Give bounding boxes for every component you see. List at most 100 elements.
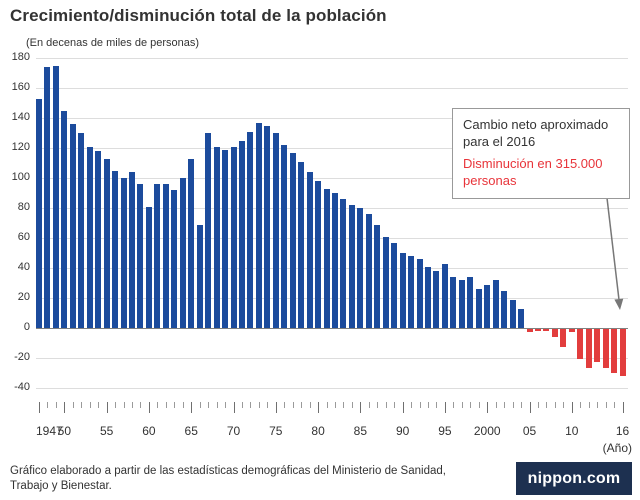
gridline	[36, 118, 628, 119]
plot-area	[36, 58, 628, 389]
bar-1991	[408, 256, 415, 328]
annotation-highlight-text: Disminución en 315.000 personas	[463, 155, 603, 188]
x-axis-tick	[563, 402, 565, 408]
bar-2008	[551, 329, 558, 337]
y-axis-tick-label: 120	[11, 141, 30, 153]
x-axis-label: 75	[269, 424, 283, 438]
x-axis-tick	[89, 402, 91, 408]
x-axis-tick	[284, 402, 286, 408]
bar-1955	[103, 158, 110, 328]
bar-2010	[568, 329, 575, 332]
bar-1982	[332, 193, 338, 328]
gridline	[36, 358, 628, 359]
x-axis-tick	[402, 402, 404, 413]
chart-title: Crecimiento/disminución total de la pobl…	[10, 6, 387, 25]
x-axis-tick	[199, 402, 201, 408]
bar-1958	[129, 172, 136, 328]
x-axis-tick	[377, 402, 379, 408]
bar-1949	[52, 65, 59, 328]
gridline	[36, 88, 628, 89]
x-axis-tick	[39, 402, 40, 413]
x-axis-tick	[225, 402, 227, 408]
x-axis-tick	[174, 402, 176, 408]
x-axis-tick	[588, 402, 590, 408]
bar-2015	[611, 329, 618, 373]
bar-1954	[95, 151, 102, 328]
bar-1963	[171, 190, 178, 328]
bar-1961	[154, 184, 161, 328]
bar-1980	[315, 181, 322, 328]
x-axis-tick	[216, 402, 218, 408]
bar-1972	[247, 131, 254, 328]
bar-1974	[264, 125, 271, 328]
x-axis-tick	[580, 402, 582, 408]
bar-1964	[179, 178, 186, 328]
bar-1962	[162, 184, 169, 328]
x-axis-label: 95	[438, 424, 452, 438]
x-axis-tick	[98, 402, 100, 408]
x-axis-tick	[182, 402, 184, 408]
x-axis-tick	[47, 402, 49, 408]
x-axis-tick	[554, 402, 556, 408]
bar-1995	[441, 263, 448, 328]
y-axis-tick-label: 100	[11, 171, 30, 183]
bar-2003	[509, 299, 516, 328]
bar-1967	[205, 133, 212, 328]
bar-1950	[61, 110, 68, 328]
bar-2014	[602, 329, 609, 368]
x-axis-tick	[436, 402, 438, 408]
x-axis-label: 90	[395, 424, 410, 438]
bar-1976	[281, 145, 288, 328]
x-axis-tick	[148, 402, 150, 413]
x-axis-tick	[571, 402, 573, 413]
x-axis-tick	[55, 402, 57, 408]
bar-1979	[306, 172, 313, 328]
x-axis-tick	[309, 402, 311, 408]
x-axis-tick	[529, 402, 531, 413]
bar-1966	[196, 224, 203, 328]
x-axis-tick	[233, 402, 235, 413]
bar-1992	[416, 259, 423, 328]
bar-2013	[594, 329, 601, 362]
bar-1990	[399, 253, 406, 328]
bar-2009	[560, 329, 567, 347]
bar-1988	[382, 236, 389, 328]
x-axis-tick	[326, 402, 328, 408]
x-axis-label: 70	[226, 424, 241, 438]
x-axis-label: 1947	[36, 424, 63, 438]
bar-1968	[213, 146, 220, 328]
x-axis-tick	[115, 402, 117, 408]
bar-1999	[475, 289, 482, 328]
x-axis-tick	[461, 402, 463, 408]
x-axis-tick	[106, 402, 108, 413]
y-axis-tick-label: 0	[23, 321, 30, 333]
x-axis-tick	[411, 402, 413, 408]
y-axis-tick-label: 160	[11, 81, 30, 93]
x-axis-tick	[428, 402, 430, 408]
x-axis-tick	[191, 402, 193, 413]
bar-1996	[450, 277, 457, 328]
x-axis-tick	[622, 402, 624, 413]
bar-1983	[340, 199, 347, 328]
x-axis-tick	[267, 402, 269, 408]
bar-2001	[492, 280, 499, 328]
gridline	[36, 178, 628, 179]
bar-1975	[272, 133, 279, 328]
x-axis-tick	[394, 402, 396, 408]
x-axis-tick	[546, 402, 548, 408]
x-axis-tick	[241, 402, 243, 408]
x-axis-ticks	[36, 402, 628, 414]
bar-1985	[357, 208, 364, 328]
x-axis-label: 80	[311, 424, 325, 438]
bar-1987	[374, 224, 381, 328]
bar-2005	[526, 329, 533, 332]
bar-1960	[145, 206, 152, 328]
x-axis-tick	[335, 402, 336, 408]
y-axis-tick-label: -40	[14, 381, 30, 393]
bar-2012	[585, 329, 592, 368]
bar-1970	[230, 146, 237, 328]
bar-1948	[44, 67, 51, 328]
brand-logo: nippon.com	[516, 462, 632, 495]
gridline	[36, 388, 628, 389]
x-axis-tick	[385, 402, 387, 408]
